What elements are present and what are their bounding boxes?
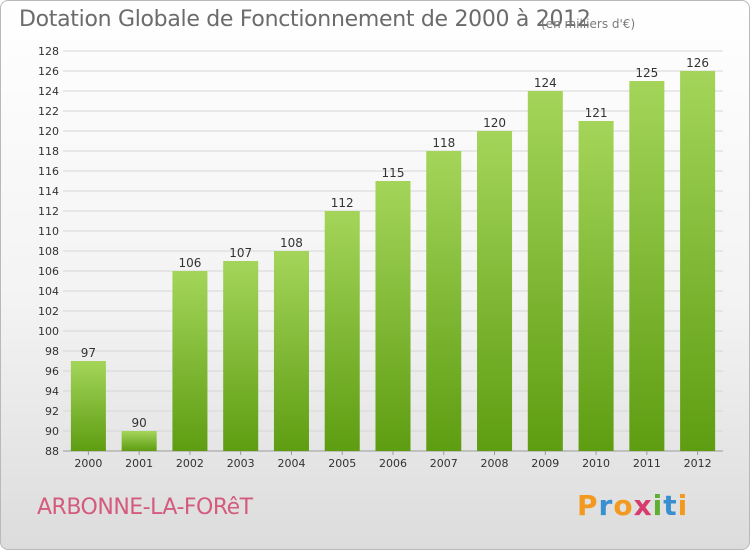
- y-tick-label: 90: [45, 425, 59, 438]
- y-tick-label: 96: [45, 365, 59, 378]
- y-tick-label: 88: [45, 445, 59, 458]
- bar-2011: [629, 81, 665, 451]
- data-label-2012: 126: [686, 56, 709, 70]
- bar-2007: [426, 151, 462, 451]
- y-tick-label: 110: [38, 225, 59, 238]
- y-tick-label: 92: [45, 405, 59, 418]
- x-tick-label-2004: 2004: [277, 457, 305, 470]
- y-tick-label: 104: [38, 285, 59, 298]
- logo-letter: i: [652, 489, 664, 522]
- y-tick-label: 120: [38, 125, 59, 138]
- y-tick-label: 116: [38, 165, 59, 178]
- y-axis-ticks: 88 90 92 94 96 98 100 102 104 106 108 110 112 114 116 1…: [38, 45, 59, 458]
- bar-2002: [172, 271, 208, 451]
- x-tick-label-2007: 2007: [430, 457, 458, 470]
- x-tick-label-2009: 2009: [531, 457, 559, 470]
- data-label-2003: 107: [229, 246, 252, 260]
- bar-2005: [324, 211, 360, 451]
- x-tick-label-2008: 2008: [481, 457, 509, 470]
- data-label-2001: 90: [132, 416, 147, 430]
- x-tick-label-2006: 2006: [379, 457, 407, 470]
- x-tick-label-2010: 2010: [582, 457, 610, 470]
- y-tick-label: 122: [38, 105, 59, 118]
- data-label-2006: 115: [382, 166, 405, 180]
- logo-letter: t: [663, 489, 678, 522]
- x-axis-ticks: 2000 2001 2002 2003 2004 2005 2006 2007 2008 2009…: [74, 451, 712, 470]
- x-tick-label-2011: 2011: [633, 457, 661, 470]
- x-tick-label-2000: 2000: [74, 457, 102, 470]
- y-tick-label: 118: [38, 145, 59, 158]
- bar-2006: [375, 181, 411, 451]
- bar-2010: [578, 121, 614, 451]
- bar-2009: [527, 91, 563, 451]
- logo-letter: P: [577, 489, 599, 522]
- bar-2008: [477, 131, 513, 451]
- y-tick-label: 106: [38, 265, 59, 278]
- y-tick-label: 108: [38, 245, 59, 258]
- y-tick-label: 126: [38, 65, 59, 78]
- data-label-2000: 97: [81, 346, 96, 360]
- y-tick-label: 98: [45, 345, 59, 358]
- chart-title: Dotation Globale de Fonctionnement de 20…: [19, 7, 591, 32]
- logo-letter: i: [677, 489, 689, 522]
- y-tick-label: 94: [45, 385, 59, 398]
- y-tick-label: 100: [38, 325, 59, 338]
- y-tick-label: 124: [38, 85, 59, 98]
- bar-2004: [273, 251, 309, 451]
- x-tick-label-2005: 2005: [328, 457, 356, 470]
- x-tick-label-2002: 2002: [176, 457, 204, 470]
- unit-note: (en milliers d'€): [541, 17, 636, 31]
- data-label-2009: 124: [534, 76, 557, 90]
- proxiti-logo: Proxiti: [577, 489, 688, 522]
- bars: [70, 71, 716, 451]
- data-labels: 97 90 106 107 108 112 115 118 120 124 121 125 126: [81, 56, 709, 430]
- x-tick-label-2001: 2001: [125, 457, 153, 470]
- y-tick-label: 112: [38, 205, 59, 218]
- bar-2003: [223, 261, 259, 451]
- data-label-2010: 121: [585, 106, 608, 120]
- bar-2001: [121, 431, 157, 451]
- y-tick-label: 128: [38, 45, 59, 58]
- data-label-2005: 112: [331, 196, 354, 210]
- logo-letter: r: [598, 489, 614, 522]
- bar-2012: [680, 71, 716, 451]
- logo-letter: o: [613, 489, 634, 522]
- data-label-2008: 120: [483, 116, 506, 130]
- data-label-2004: 108: [280, 236, 303, 250]
- commune-name: ARBONNE-LA-FORêT: [37, 495, 253, 520]
- y-tick-label: 102: [38, 305, 59, 318]
- x-tick-label-2003: 2003: [227, 457, 255, 470]
- y-tick-label: 114: [38, 185, 59, 198]
- data-label-2007: 118: [432, 136, 455, 150]
- data-label-2002: 106: [178, 256, 201, 270]
- logo-letter: x: [633, 489, 653, 522]
- bar-2000: [70, 361, 106, 451]
- x-tick-label-2012: 2012: [684, 457, 712, 470]
- data-label-2011: 125: [635, 66, 658, 80]
